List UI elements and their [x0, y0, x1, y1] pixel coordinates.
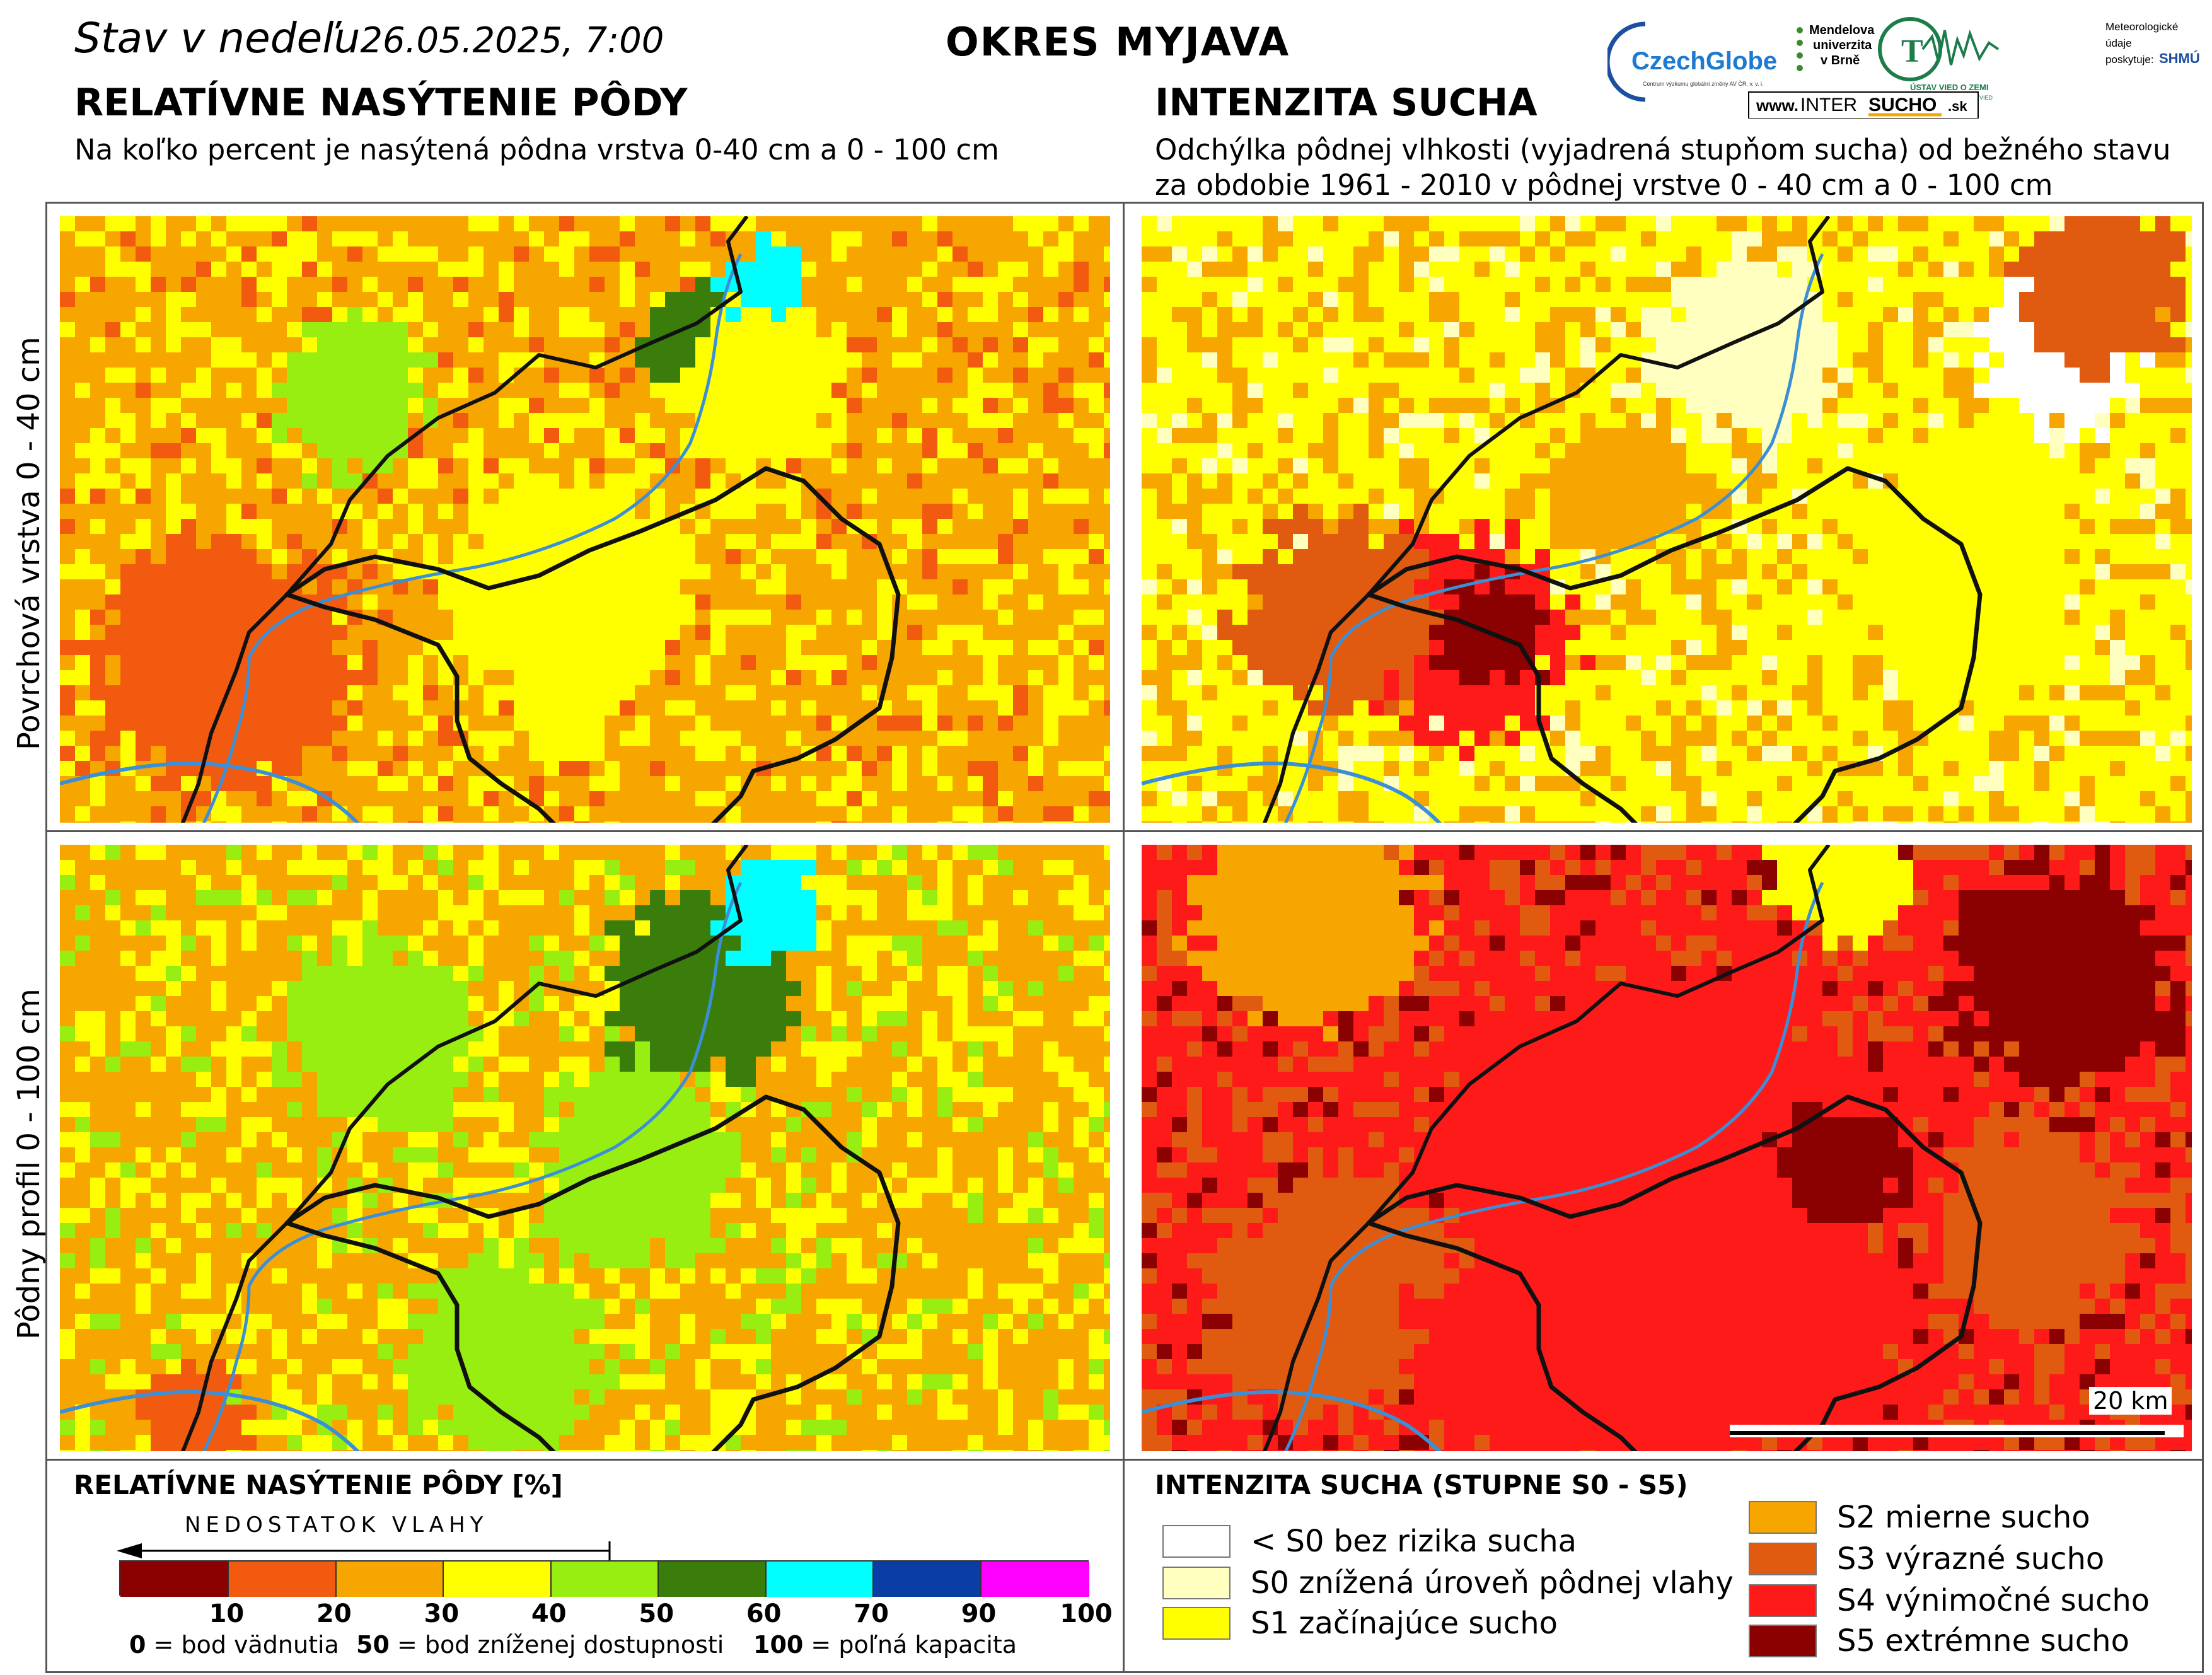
- intersucho-sk: .sk: [1948, 98, 1967, 114]
- shmu-note-3: poskytuje:: [2105, 54, 2154, 66]
- shmu-note-1: Meteorologické: [2105, 21, 2178, 33]
- arrow-label: NEDOSTATOK VLAHY: [185, 1512, 488, 1538]
- shmu-logo: Meteorologické údaje poskytuje: SHMÚ: [2105, 21, 2200, 66]
- czechglobe-text: CzechGlobe: [1631, 47, 1777, 75]
- note-wilting-point: 0 = bod vädnutia: [129, 1631, 339, 1659]
- shmu-text: SHMÚ: [2159, 50, 2200, 66]
- drought-title: INTENZITA SUCHA: [1155, 81, 1537, 125]
- map-saturation-0-40: [60, 216, 1110, 823]
- district-title: OKRES MYJAVA: [946, 19, 1290, 65]
- scale-tick-90: 90: [961, 1599, 997, 1628]
- scale-bar: [1730, 1431, 2165, 1435]
- mendel-line-1: Mendelova: [1809, 23, 1875, 37]
- drought-label-5: S4 výnimočné sucho: [1837, 1583, 2150, 1618]
- intersucho-logo: www. INTER SUCHO .sk: [1749, 92, 1978, 119]
- scale-tick-30: 30: [424, 1599, 459, 1628]
- map-raster: [1142, 845, 2192, 1451]
- panel-drought-bottom: 20 km: [1123, 830, 2204, 1461]
- map-drought-0-40: [1142, 216, 2189, 823]
- arrow-left-icon: [117, 1541, 659, 1560]
- scale-tick-10: 10: [209, 1599, 245, 1628]
- date-prefix: Stav v nedeľu: [74, 14, 360, 62]
- scale-tick-20: 20: [316, 1599, 352, 1628]
- row-label-bottom: Pôdny profil 0 - 100 cm: [11, 988, 47, 1340]
- scale-tick-100: 100: [1060, 1599, 1113, 1628]
- intersucho-inter: INTER: [1800, 95, 1857, 115]
- mendel-line-3: v Brně: [1821, 54, 1860, 67]
- legend-saturation-panel: RELATÍVNE NASÝTENIE PÔDY [%] NEDOSTATOK …: [45, 1459, 1125, 1673]
- mendel-university-logo: Mendelova univerzita v Brně: [1797, 23, 1875, 71]
- date-value: 26.05.2025, 7:00: [360, 20, 664, 61]
- mendel-line-2: univerzita: [1813, 38, 1872, 52]
- shmu-note-2: údaje: [2105, 37, 2132, 49]
- map-saturation-0-100: [60, 845, 1110, 1451]
- panel-drought-top: [1123, 202, 2204, 832]
- drought-label-2: S1 začínajúce sucho: [1251, 1606, 1558, 1641]
- scale-tick-70: 70: [854, 1599, 889, 1628]
- scale-tick-60: 60: [746, 1599, 782, 1628]
- map-raster: [60, 845, 1110, 1451]
- drought-swatch-1: [1162, 1567, 1230, 1599]
- scale-tick-50: 50: [639, 1599, 674, 1628]
- drought-swatch-4: [1749, 1543, 1817, 1575]
- panel-saturation-bottom: [45, 830, 1125, 1461]
- intersucho-www: www.: [1756, 96, 1798, 115]
- legend-drought-panel: INTENZITA SUCHA (STUPNE S0 - S5) < S0 be…: [1123, 1459, 2204, 1673]
- drought-legend-items: < S0 bez rizika sucha S0 znížená úroveň p…: [1125, 1461, 2206, 1675]
- drought-subtitle-1: Odchýlka pôdnej vlhkosti (vyjadrená stup…: [1155, 131, 2170, 169]
- scale-bar-label: 20 km: [2089, 1387, 2172, 1415]
- svg-text:T: T: [1901, 33, 1923, 69]
- scale-tick-40: 40: [531, 1599, 567, 1628]
- row-label-top: Povrchová vrstva 0 - 40 cm: [11, 337, 47, 750]
- forecast-date: Stav v nedeľu26.05.2025, 7:00: [74, 14, 664, 62]
- saturation-title: RELATÍVNE NASÝTENIE PÔDY: [74, 81, 687, 125]
- map-drought-0-100: [1142, 845, 2189, 1451]
- partner-logos: CzechGlobe Centrum výzkumu globální změn…: [1607, 11, 2200, 119]
- intersucho-sucho: SUCHO: [1868, 95, 1937, 115]
- drought-label-0: < S0 bez rizika sucha: [1251, 1524, 1577, 1559]
- czechglobe-subtext: Centrum výzkumu globální změny AV ČR, v.…: [1643, 81, 1764, 87]
- map-raster: [1142, 216, 2192, 823]
- ustav-text: ÚSTAV VIED O ZEMI: [1910, 83, 1988, 92]
- drought-label-6: S5 extrémne sucho: [1837, 1623, 2129, 1659]
- drought-swatch-2: [1162, 1607, 1230, 1640]
- drought-swatch-6: [1749, 1625, 1817, 1657]
- drought-label-4: S3 výrazné sucho: [1837, 1541, 2104, 1577]
- note-reduced-availability: 50 = bod zníženej dostupnosti: [356, 1631, 724, 1659]
- saturation-subtitle: Na koľko percent je nasýtená pôdna vrstv…: [74, 131, 999, 169]
- legend-saturation-title: RELATÍVNE NASÝTENIE PÔDY [%]: [74, 1469, 563, 1500]
- ustav-vied-o-zemi-logo: T ÚSTAV VIED O ZEMI SLOVENSKEJ AKADÉMIE …: [1880, 19, 1998, 101]
- logo-strip: CzechGlobe Centrum výzkumu globální změn…: [1607, 11, 2200, 119]
- map-raster: [60, 216, 1110, 823]
- czechglobe-logo: CzechGlobe Centrum výzkumu globální změn…: [1607, 24, 1777, 100]
- drought-swatch-3: [1749, 1501, 1817, 1534]
- panel-saturation-top: [45, 202, 1125, 832]
- drought-subtitle-2: za obdobie 1961 - 2010 v pôdnej vrstve 0…: [1155, 166, 2053, 204]
- drought-swatch-0: [1162, 1525, 1230, 1558]
- drought-label-3: S2 mierne sucho: [1837, 1500, 2090, 1535]
- drought-swatch-5: [1749, 1584, 1817, 1617]
- drought-label-1: S0 znížená úroveň pôdnej vlahy: [1251, 1565, 1734, 1601]
- note-field-capacity: 100 = poľná kapacita: [753, 1631, 1017, 1659]
